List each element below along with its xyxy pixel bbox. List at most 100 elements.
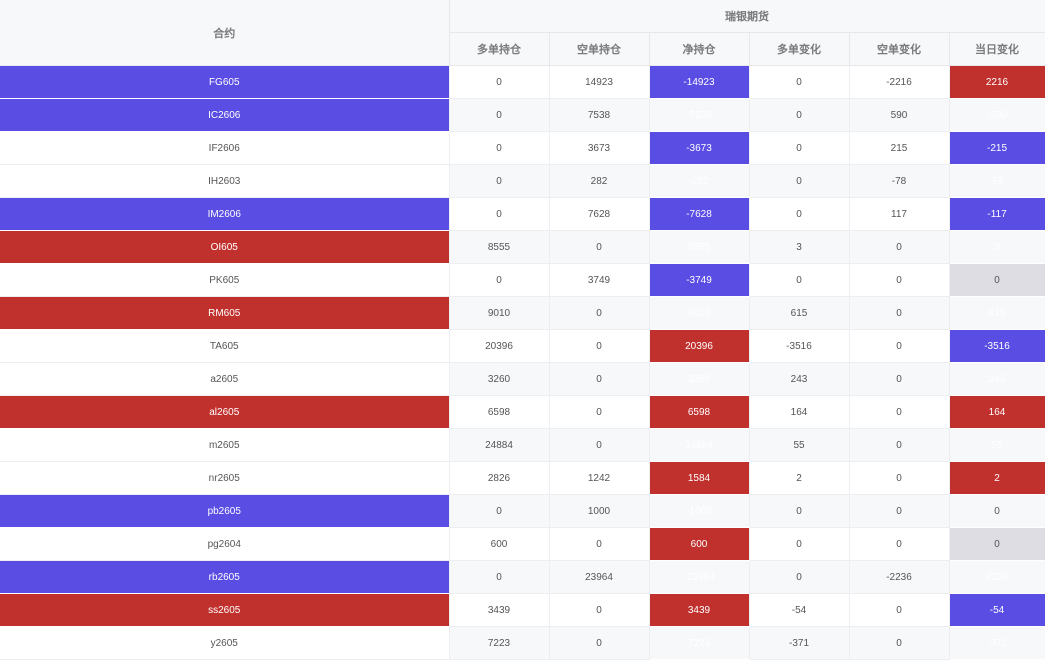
daily-change-cell: 164 — [949, 395, 1045, 429]
short-change-cell: 0 — [849, 428, 950, 462]
short-change-cell: 0 — [849, 296, 950, 330]
short-change-cell: 0 — [849, 527, 950, 561]
net-position-cell: 3260 — [649, 362, 750, 396]
short-position-cell: 0 — [549, 395, 650, 429]
long-change-cell: 0 — [749, 65, 850, 99]
table-header: 合约 瑞银期货 多单持仓 空单持仓 净持仓 多单变化 空单变化 当日变化 — [0, 0, 1045, 66]
long-position-cell: 0 — [449, 164, 550, 198]
short-change-cell: 0 — [849, 461, 950, 495]
table-row[interactable]: RM605 9010 0 9010 615 0 615 — [0, 296, 1045, 330]
short-position-header[interactable]: 空单持仓 — [549, 32, 650, 66]
long-position-cell: 3260 — [449, 362, 550, 396]
long-change-cell: 0 — [749, 164, 850, 198]
net-position-cell: 20396 — [649, 329, 750, 363]
contract-cell: nr2605 — [0, 461, 450, 495]
table-row[interactable]: al2605 6598 0 6598 164 0 164 — [0, 395, 1045, 429]
contract-cell: OI605 — [0, 230, 450, 264]
long-change-cell: 0 — [749, 98, 850, 132]
net-position-cell: 3439 — [649, 593, 750, 627]
table-row[interactable]: IC2606 0 7538 -7538 0 590 -590 — [0, 98, 1045, 132]
contract-cell: a2605 — [0, 362, 450, 396]
table-row[interactable]: pg2604 600 0 600 0 0 0 — [0, 527, 1045, 561]
net-position-cell: 24884 — [649, 428, 750, 462]
short-position-cell: 0 — [549, 296, 650, 330]
daily-change-header[interactable]: 当日变化 — [949, 32, 1045, 66]
contract-cell: TA605 — [0, 329, 450, 363]
long-position-cell: 0 — [449, 65, 550, 99]
net-position-cell: 6598 — [649, 395, 750, 429]
short-change-cell: 0 — [849, 593, 950, 627]
long-change-header[interactable]: 多单变化 — [749, 32, 850, 66]
daily-change-cell: -54 — [949, 593, 1045, 627]
table-row[interactable]: IF2606 0 3673 -3673 0 215 -215 — [0, 131, 1045, 165]
long-position-header[interactable]: 多单持仓 — [449, 32, 550, 66]
daily-change-cell: 78 — [949, 164, 1045, 198]
contract-cell: RM605 — [0, 296, 450, 330]
table-row[interactable]: m2605 24884 0 24884 55 0 55 — [0, 428, 1045, 462]
long-position-cell: 2826 — [449, 461, 550, 495]
long-change-cell: 243 — [749, 362, 850, 396]
short-position-cell: 282 — [549, 164, 650, 198]
long-position-cell: 0 — [449, 197, 550, 231]
daily-change-cell: 2236 — [949, 560, 1045, 594]
long-change-cell: 0 — [749, 494, 850, 528]
short-change-cell: -2216 — [849, 65, 950, 99]
long-change-cell: 0 — [749, 131, 850, 165]
daily-change-cell: -117 — [949, 197, 1045, 231]
contract-column-header[interactable]: 合约 — [0, 0, 450, 66]
table-row[interactable]: TA605 20396 0 20396 -3516 0 -3516 — [0, 329, 1045, 363]
long-position-cell: 9010 — [449, 296, 550, 330]
contract-cell: rb2605 — [0, 560, 450, 594]
long-change-cell: -54 — [749, 593, 850, 627]
table-row[interactable]: y2605 7223 0 7223 -371 0 -371 — [0, 626, 1045, 660]
net-position-header[interactable]: 净持仓 — [649, 32, 750, 66]
table-row[interactable]: OI605 8555 0 8555 3 0 3 — [0, 230, 1045, 264]
net-position-cell: 8555 — [649, 230, 750, 264]
long-position-cell: 600 — [449, 527, 550, 561]
short-change-cell: 0 — [849, 494, 950, 528]
short-position-cell: 3749 — [549, 263, 650, 297]
long-position-cell: 0 — [449, 98, 550, 132]
long-change-cell: 0 — [749, 560, 850, 594]
net-position-cell: -7538 — [649, 98, 750, 132]
net-position-cell: -3673 — [649, 131, 750, 165]
table-row[interactable]: nr2605 2826 1242 1584 2 0 2 — [0, 461, 1045, 495]
contract-cell: y2605 — [0, 626, 450, 660]
long-position-cell: 0 — [449, 560, 550, 594]
short-change-header[interactable]: 空单变化 — [849, 32, 950, 66]
table-row[interactable]: pb2605 0 1000 -1000 0 0 0 — [0, 494, 1045, 528]
net-position-cell: -1000 — [649, 494, 750, 528]
short-change-cell: 0 — [849, 395, 950, 429]
long-change-cell: 615 — [749, 296, 850, 330]
daily-change-cell: 3 — [949, 230, 1045, 264]
daily-change-cell: 0 — [949, 494, 1045, 528]
long-position-cell: 24884 — [449, 428, 550, 462]
contract-cell: IH2603 — [0, 164, 450, 198]
long-change-cell: 0 — [749, 263, 850, 297]
table-row[interactable]: IH2603 0 282 -282 0 -78 78 — [0, 164, 1045, 198]
long-change-cell: 0 — [749, 197, 850, 231]
net-position-cell: -3749 — [649, 263, 750, 297]
short-position-cell: 0 — [549, 593, 650, 627]
long-change-cell: 55 — [749, 428, 850, 462]
table-row[interactable]: PK605 0 3749 -3749 0 0 0 — [0, 263, 1045, 297]
short-position-cell: 1242 — [549, 461, 650, 495]
daily-change-cell: -3516 — [949, 329, 1045, 363]
short-position-cell: 0 — [549, 329, 650, 363]
table-row[interactable]: ss2605 3439 0 3439 -54 0 -54 — [0, 593, 1045, 627]
contract-cell: PK605 — [0, 263, 450, 297]
daily-change-cell: 0 — [949, 263, 1045, 297]
daily-change-cell: 2216 — [949, 65, 1045, 99]
table-row[interactable]: a2605 3260 0 3260 243 0 243 — [0, 362, 1045, 396]
short-position-cell: 0 — [549, 428, 650, 462]
daily-change-cell: 55 — [949, 428, 1045, 462]
long-position-cell: 0 — [449, 494, 550, 528]
long-change-cell: 3 — [749, 230, 850, 264]
table-row[interactable]: IM2606 0 7628 -7628 0 117 -117 — [0, 197, 1045, 231]
contract-cell: m2605 — [0, 428, 450, 462]
long-change-cell: -3516 — [749, 329, 850, 363]
short-position-cell: 7628 — [549, 197, 650, 231]
table-row[interactable]: rb2605 0 23964 -23964 0 -2236 2236 — [0, 560, 1045, 594]
short-position-cell: 14923 — [549, 65, 650, 99]
table-row[interactable]: FG605 0 14923 -14923 0 -2216 2216 — [0, 65, 1045, 99]
